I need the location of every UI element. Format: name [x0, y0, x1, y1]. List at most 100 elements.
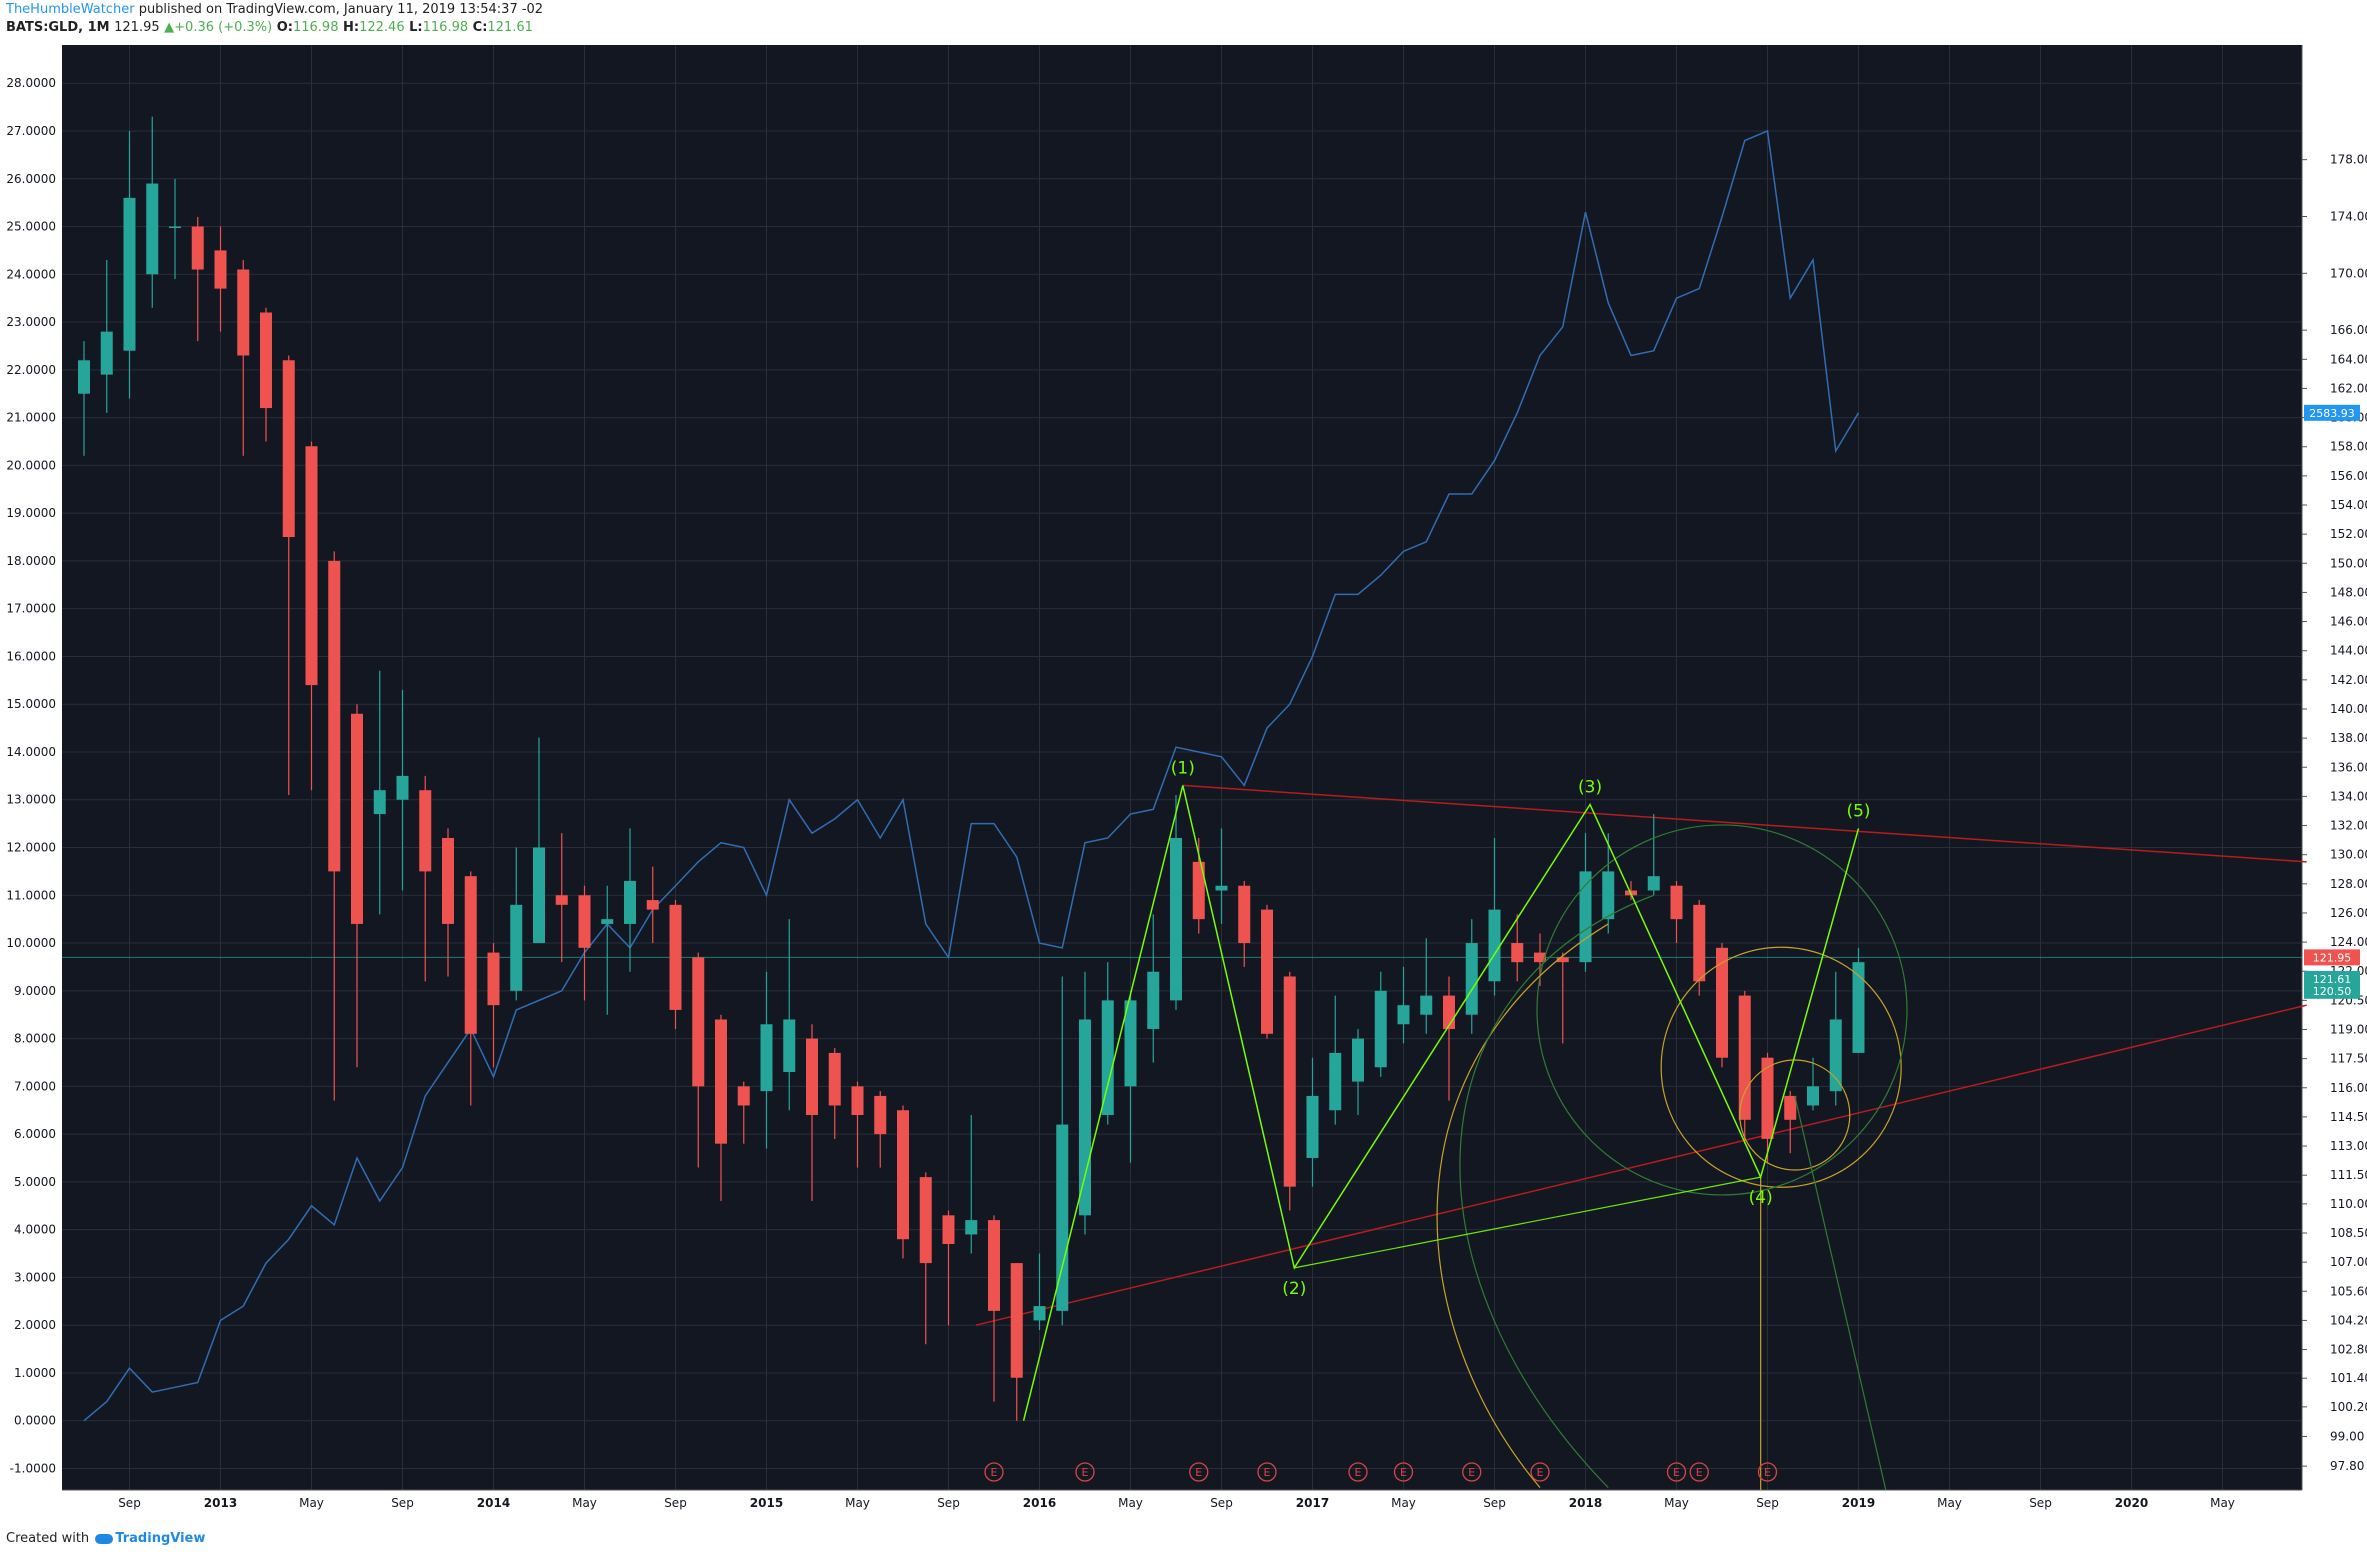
- left-axis-tick-label: 15.0000: [6, 697, 56, 711]
- candle-body: [897, 1110, 909, 1240]
- candle-body: [442, 837, 454, 924]
- left-axis-tick-label: 5.0000: [14, 1175, 56, 1189]
- left-axis-tick-label: 1.0000: [14, 1366, 56, 1380]
- left-axis-tick-label: 28.0000: [6, 76, 56, 90]
- price-chart[interactable]: -1.0000 0.0000 1.0000 2.0000 3.0000 4.0000 5.0…: [0, 40, 2367, 1530]
- right-axis-tick-label: 107.00: [2330, 1255, 2367, 1269]
- right-axis-tick-label: 113.00: [2330, 1139, 2367, 1153]
- candle-body: [123, 197, 136, 351]
- candle-body: [988, 1220, 1000, 1311]
- left-axis-tick-label: 11.0000: [6, 888, 56, 902]
- right-axis-tick-label: 150.00: [2330, 556, 2367, 570]
- earnings-marker-label: E: [1696, 1466, 1703, 1479]
- candle-body: [669, 904, 682, 1010]
- left-axis-tick-label: 27.0000: [6, 124, 56, 138]
- right-axis-tick-label: 154.00: [2330, 498, 2367, 512]
- left-axis-tick-label: 20.0000: [6, 458, 56, 472]
- close-value: 121.61: [487, 20, 533, 35]
- candle-body: [601, 919, 614, 924]
- author-link[interactable]: TheHumbleWatcher: [6, 2, 135, 17]
- high-value: 122.46: [359, 20, 405, 35]
- candle-body: [942, 1215, 955, 1244]
- elliott-wave-line: [1022, 785, 1860, 1421]
- earnings-marker-label: E: [1673, 1466, 1680, 1479]
- x-axis-tick-label: May: [1937, 1496, 1962, 1510]
- right-axis-tick-label: 138.00: [2330, 731, 2367, 745]
- earnings-marker-label: E: [1764, 1466, 1771, 1479]
- left-axis-tick-label: 13.0000: [6, 793, 56, 807]
- candle-body: [396, 775, 409, 800]
- candle-body: [305, 446, 318, 686]
- candle-body: [965, 1220, 978, 1235]
- candle-body: [282, 360, 295, 538]
- low-label: L:: [409, 20, 423, 35]
- left-axis-tick-label: 21.0000: [6, 411, 56, 425]
- price-label-text: 120.50: [2313, 985, 2352, 998]
- candle-body: [1374, 990, 1387, 1068]
- candle-body: [828, 1052, 841, 1106]
- x-axis-tick-label: 2017: [1296, 1496, 1329, 1510]
- x-axis-tick-label: Sep: [1210, 1496, 1233, 1510]
- right-axis-tick-label: 110.00: [2330, 1197, 2367, 1211]
- right-axis-tick-label: 104.20: [2330, 1313, 2367, 1327]
- earnings-marker: [1666, 1462, 1687, 1482]
- wave-label: (1): [1171, 758, 1195, 778]
- candle-body: [555, 895, 568, 905]
- wave-label: (3): [1578, 778, 1602, 798]
- candle-body: [510, 904, 523, 991]
- candle-body: [1079, 1019, 1091, 1216]
- candle-body: [1579, 871, 1592, 963]
- left-axis-tick-label: 25.0000: [6, 220, 56, 234]
- candle-body: [487, 952, 500, 1006]
- left-axis-tick-label: 22.0000: [6, 363, 56, 377]
- candle-body: [783, 1019, 796, 1073]
- left-axis-tick-label: -1.0000: [10, 1462, 56, 1476]
- left-axis-tick-label: 14.0000: [6, 745, 56, 759]
- x-axis-tick-label: 2020: [2115, 1496, 2148, 1510]
- publish-line: TheHumbleWatcher published on TradingVie…: [6, 2, 543, 17]
- open-value: 116.98: [292, 20, 339, 35]
- x-axis-tick-label: Sep: [1756, 1496, 1779, 1510]
- right-axis-tick-label: 119.00: [2330, 1023, 2367, 1037]
- fib-arc: [1436, 923, 1609, 1488]
- candle-body: [1488, 909, 1501, 982]
- left-axis-tick-label: 10.0000: [6, 936, 56, 950]
- earnings-marker-label: E: [1468, 1466, 1475, 1479]
- tradingview-brand[interactable]: TradingView: [115, 1531, 206, 1546]
- high-label: H:: [343, 20, 360, 35]
- x-axis-tick-label: Sep: [937, 1496, 960, 1510]
- earnings-marker: [984, 1462, 1004, 1482]
- trendline: [975, 1004, 2307, 1326]
- earnings-marker: [1348, 1462, 1368, 1482]
- candle-body: [214, 250, 227, 289]
- right-axis-tick-label: 102.80: [2330, 1343, 2367, 1357]
- right-axis-tick-label: 156.00: [2330, 469, 2367, 483]
- candle-body: [1829, 1019, 1842, 1092]
- candle-body: [1306, 1095, 1319, 1159]
- candle-body: [1397, 1005, 1410, 1025]
- low-value: 116.98: [422, 20, 469, 35]
- created-with-text: Created with: [6, 1531, 90, 1546]
- left-axis-tick-label: 19.0000: [6, 506, 56, 520]
- candle-body: [100, 331, 113, 375]
- candle-body: [919, 1177, 932, 1264]
- right-axis-tick-label: 136.00: [2330, 760, 2367, 774]
- earnings-marker: [1393, 1462, 1414, 1482]
- right-axis-tick-label: 134.00: [2330, 789, 2367, 803]
- candle-body: [260, 312, 272, 409]
- right-axis-tick-label: 142.00: [2330, 673, 2367, 687]
- right-axis-tick-label: 124.00: [2330, 935, 2367, 949]
- right-axis-tick-label: 100.20: [2330, 1400, 2367, 1414]
- candle-body: [328, 560, 341, 872]
- candle-body: [1761, 1057, 1774, 1139]
- left-axis-tick-label: 18.0000: [6, 554, 56, 568]
- candle-body: [1170, 837, 1182, 1001]
- fib-arc: [1536, 824, 1908, 1196]
- candle-body: [692, 957, 705, 1087]
- right-axis-tick-label: 108.50: [2330, 1226, 2367, 1240]
- x-axis-tick-label: Sep: [2029, 1496, 2052, 1510]
- x-axis-tick-label: May: [299, 1496, 324, 1510]
- candle-body: [1670, 885, 1683, 920]
- earnings-marker: [1530, 1462, 1550, 1482]
- left-axis-tick-label: 8.0000: [14, 1032, 56, 1046]
